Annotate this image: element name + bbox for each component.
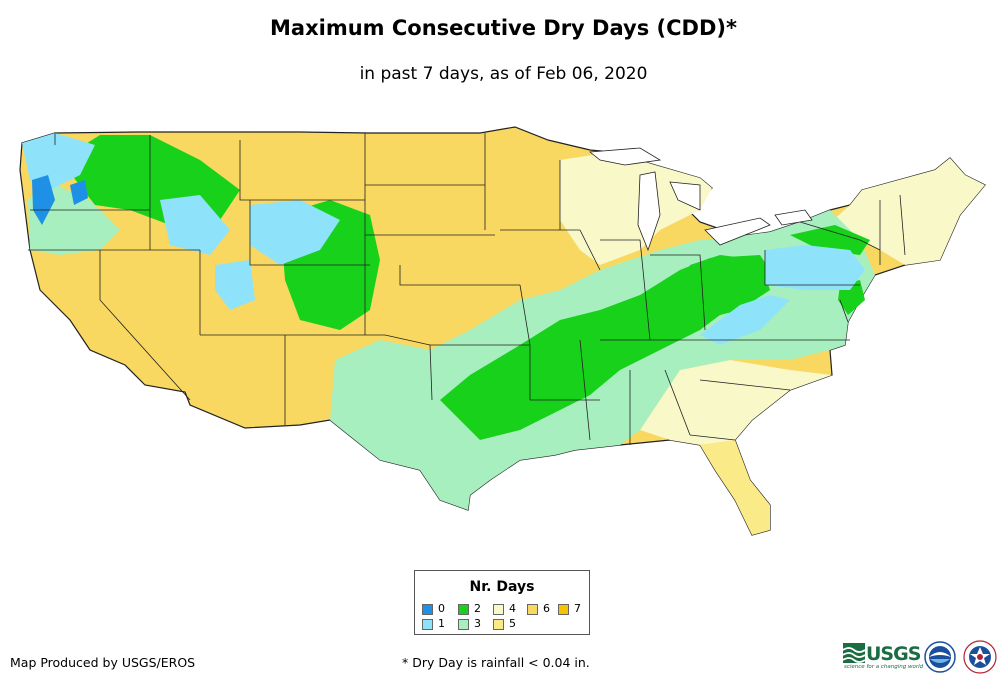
zone-5-florida [700, 440, 770, 535]
zone-1-pennsylvania [765, 245, 865, 290]
nws-seal-icon [963, 640, 997, 674]
zone-2-nystate [790, 225, 870, 255]
zone-0-cascades [70, 180, 88, 205]
legend-swatch-7 [558, 603, 569, 615]
usgs-wordmark: USGS [866, 643, 921, 665]
legend-item-7: 7 [558, 603, 581, 615]
legend-item-2: 2 [458, 603, 481, 615]
great-lakes [588, 147, 813, 252]
zone-1-appalachia [700, 295, 790, 345]
legend-swatch-5 [493, 618, 504, 630]
noaa-seal-icon [924, 641, 956, 673]
dry-day-footnote: * Dry Day is rainfall < 0.04 in. [402, 655, 590, 670]
state-borders [28, 133, 906, 445]
legend-title: Nr. Days [469, 579, 535, 595]
legend-item-3: 3 [458, 618, 481, 630]
zone-1-washington [22, 133, 95, 190]
region-overlays [22, 133, 985, 535]
legend-swatch-1 [422, 618, 433, 630]
legend-item-0: 0 [422, 603, 445, 615]
usgs-logo-icon [843, 643, 865, 663]
legend-item-4: 4 [493, 603, 516, 615]
zone-4-lakes [560, 152, 712, 265]
zone-4-southeast [640, 360, 832, 445]
zone-1-idaho [160, 195, 230, 255]
usgs-tagline: science for a changing world [844, 664, 924, 670]
legend-swatch-0 [422, 603, 433, 615]
legend-item-6: 6 [527, 603, 550, 615]
legend-swatch-6 [527, 603, 538, 615]
map-subtitle: in past 7 days, as of Feb 06, 2020 [359, 64, 648, 84]
legend-item-1: 1 [422, 618, 445, 630]
zone-1-wyoming [250, 200, 340, 265]
map-title: Maximum Consecutive Dry Days (CDD)* [270, 16, 737, 40]
legend-swatch-2 [458, 603, 469, 615]
legend-item-5: 5 [493, 618, 516, 630]
map-legend: Nr. Days 0 1 2 3 4 5 6 7 [414, 570, 590, 635]
map-credit: Map Produced by USGS/EROS [10, 655, 196, 670]
legend-swatch-3 [458, 618, 469, 630]
zone-0-coast [32, 175, 55, 225]
zone-1-utah [215, 260, 255, 310]
legend-swatch-4 [493, 603, 504, 615]
